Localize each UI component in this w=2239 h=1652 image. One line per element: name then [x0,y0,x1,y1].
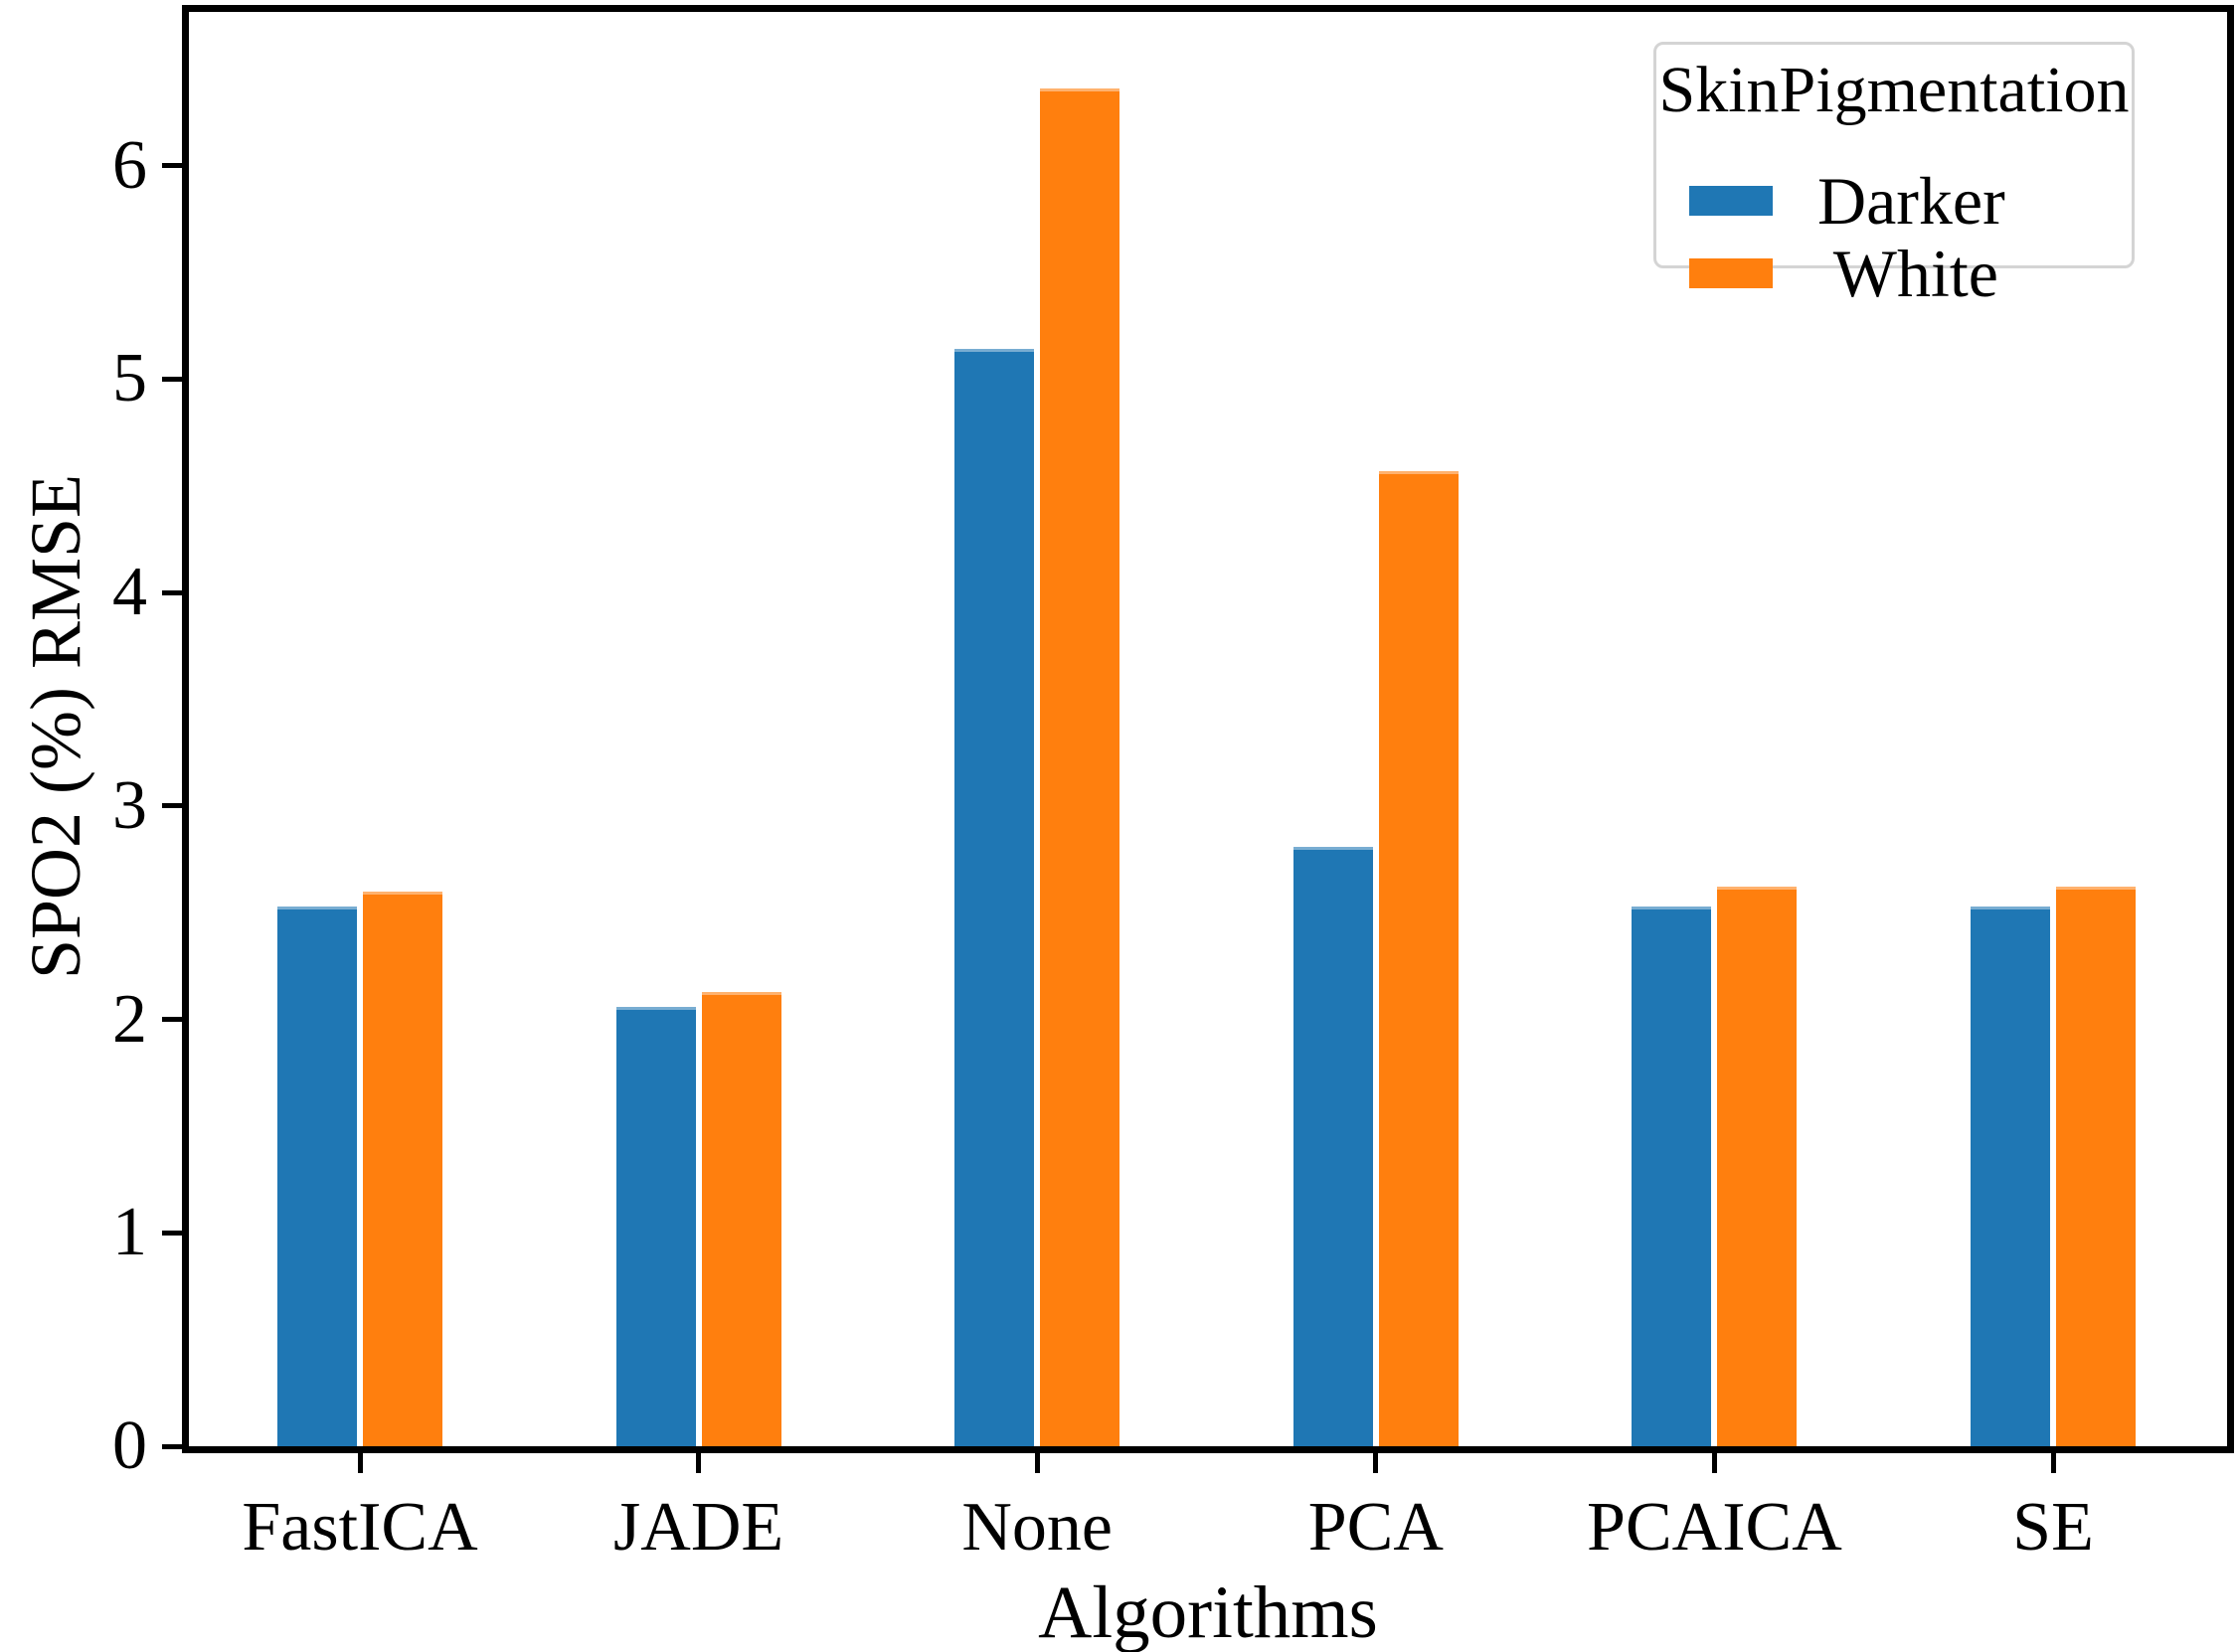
y-tick-mark [162,1443,182,1449]
x-category-label-fastica: FastICA [242,1489,478,1566]
bar-darker-fastica [277,906,357,1446]
y-tick-mark [162,803,182,809]
x-category-label-none: None [961,1489,1113,1566]
y-tick-label: 2 [112,980,147,1058]
x-category-label-pca: PCA [1307,1489,1444,1566]
y-tick-label: 3 [112,766,147,844]
x-category-label-jade: JADE [613,1489,784,1566]
x-tick-mark [1711,1453,1717,1473]
bar-white-pca [1378,470,1459,1446]
y-tick-label: 5 [112,340,147,417]
y-axis-label: SPO2 (%) RMSE [16,473,95,980]
y-tick-label: 0 [112,1407,147,1484]
legend-row-white: White [1656,236,2132,311]
bar-white-jade [701,991,781,1446]
bar-white-none [1040,88,1120,1446]
legend-row-darker: Darker [1656,163,2132,239]
x-category-label-pcaica: PCAICA [1587,1489,1842,1566]
y-tick-label: 1 [112,1194,147,1271]
plot-area [189,12,2227,1446]
legend-swatch-white [1689,258,1773,288]
bar-white-pcaica [1717,887,1798,1446]
y-tick-mark [162,1017,182,1023]
x-tick-mark [357,1453,363,1473]
x-tick-mark [1034,1453,1040,1473]
x-tick-mark [696,1453,702,1473]
y-tick-mark [162,163,182,169]
x-tick-mark [2050,1453,2056,1473]
y-tick-label: 6 [112,126,147,204]
bar-darker-jade [615,1006,696,1446]
legend: SkinPigmentation Darker White [1653,42,2135,307]
bar-darker-se [1971,906,2050,1446]
bar-white-se [2056,887,2136,1446]
y-tick-label: 4 [112,554,147,631]
legend-entry-label-darker: Darker [1817,163,2005,239]
legend-title: SkinPigmentation [1658,54,2130,126]
bar-darker-none [954,349,1035,1446]
x-tick-mark [1373,1453,1379,1473]
bar-darker-pca [1292,846,1373,1446]
legend-entry-label-white: White [1817,236,1998,311]
y-tick-mark [162,1230,182,1236]
x-category-label-se: SE [2012,1489,2094,1566]
y-tick-mark [162,376,182,382]
bar-darker-pcaica [1632,906,1712,1446]
bar-white-fastica [363,891,442,1446]
x-axis-label: Algorithms [1038,1571,1378,1652]
y-tick-mark [162,589,182,595]
legend-swatch-darker [1689,186,1773,216]
